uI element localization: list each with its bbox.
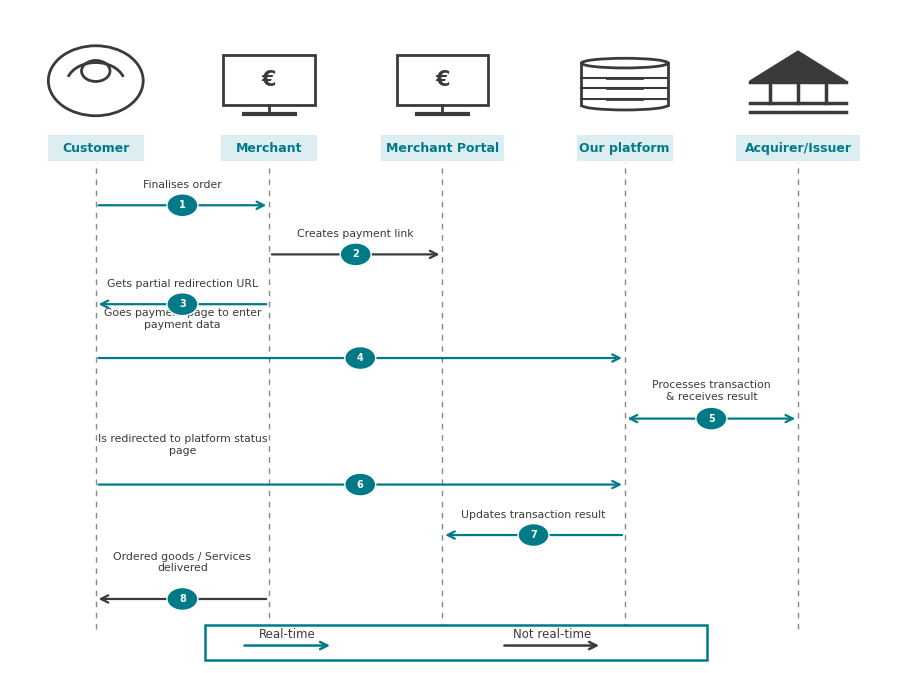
Text: Not real-time: Not real-time [512, 628, 590, 641]
FancyBboxPatch shape [577, 135, 672, 161]
Text: 6: 6 [356, 480, 363, 489]
Text: 5: 5 [707, 414, 714, 423]
Text: Customer: Customer [62, 141, 129, 155]
Circle shape [695, 407, 726, 430]
Text: Ordered goods / Services
delivered: Ordered goods / Services delivered [113, 552, 251, 573]
Text: €: € [261, 70, 276, 90]
Text: 2: 2 [352, 250, 359, 259]
FancyBboxPatch shape [48, 135, 144, 161]
Circle shape [340, 243, 371, 266]
FancyBboxPatch shape [220, 135, 317, 161]
Text: Creates payment link: Creates payment link [297, 229, 414, 239]
Text: Real-time: Real-time [259, 628, 315, 641]
Text: Merchant Portal: Merchant Portal [385, 141, 498, 155]
Text: Merchant: Merchant [236, 141, 302, 155]
Text: 1: 1 [179, 201, 186, 210]
FancyBboxPatch shape [736, 135, 859, 161]
Text: 7: 7 [529, 530, 537, 540]
Circle shape [167, 588, 198, 610]
Circle shape [167, 194, 198, 217]
Text: Is redirected to platform status
page: Is redirected to platform status page [97, 434, 267, 456]
Text: Gets partial redirection URL: Gets partial redirection URL [107, 279, 258, 289]
Text: 4: 4 [356, 353, 363, 363]
Circle shape [344, 473, 375, 496]
Text: Finalises order: Finalises order [143, 180, 221, 190]
Polygon shape [750, 51, 844, 81]
Text: 8: 8 [179, 594, 186, 604]
Text: Acquirer/Issuer: Acquirer/Issuer [743, 141, 851, 155]
Circle shape [344, 347, 375, 369]
Circle shape [517, 524, 548, 546]
Text: Our platform: Our platform [578, 141, 670, 155]
FancyBboxPatch shape [381, 135, 503, 161]
Text: Processes transaction
& receives result: Processes transaction & receives result [651, 380, 770, 402]
FancyBboxPatch shape [205, 625, 706, 660]
Circle shape [167, 293, 198, 316]
Text: Goes payment page to enter
payment data: Goes payment page to enter payment data [104, 308, 261, 330]
Text: 3: 3 [179, 299, 186, 309]
Text: Updates transaction result: Updates transaction result [461, 509, 605, 520]
Text: €: € [435, 70, 449, 90]
